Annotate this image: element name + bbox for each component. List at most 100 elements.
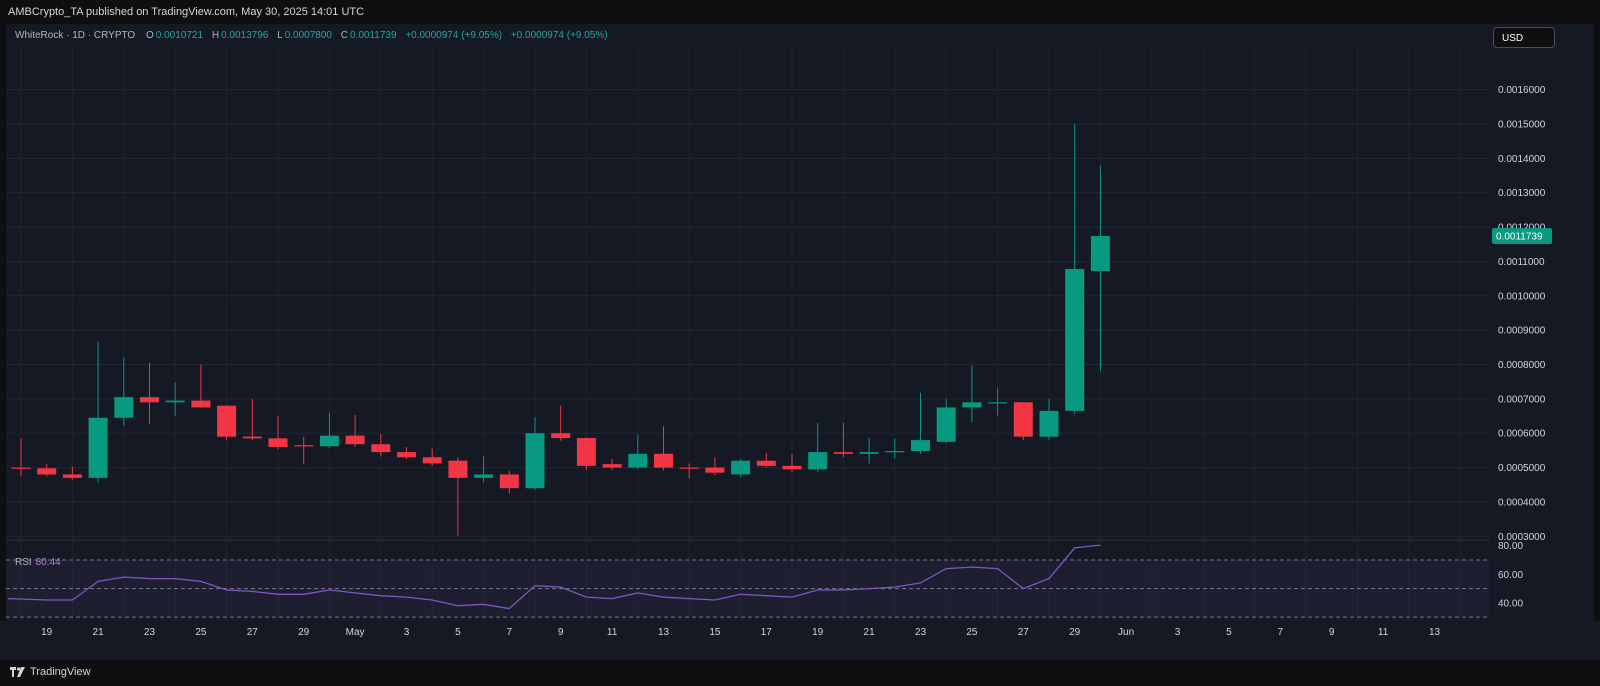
x-tick-label: 11 [1378,627,1389,638]
candle-down [1013,402,1033,437]
time-axis-bg [0,621,1600,660]
y-tick-label: 0.0013000 [1498,188,1546,199]
candle-down [499,474,519,489]
x-tick-label: 21 [93,627,105,638]
candle-up [114,397,134,418]
x-tick-label: 9 [1329,627,1335,638]
change-value: +0.0000974 (+9.05%) [405,30,503,41]
x-tick-label: 27 [247,627,259,638]
y-tick-label: 0.0004000 [1498,497,1546,508]
candle-up [628,453,648,468]
candle-down [576,438,596,466]
y-tick-label: 0.0009000 [1498,326,1546,337]
y-tick-label: 0.0007000 [1498,394,1546,405]
price-grid [6,45,1594,620]
x-tick-label: 19 [812,627,824,638]
y-tick-label: 0.0016000 [1498,85,1546,96]
x-tick-label: 5 [455,627,461,638]
close-value: 0.0011739 [350,30,397,41]
x-tick-label: 3 [404,627,410,638]
open-label: O [146,30,154,41]
candles [11,124,1110,536]
footer: TradingView [0,660,1600,686]
x-tick-label: 5 [1226,627,1232,638]
candle-down [782,465,802,470]
x-tick-label: 29 [1069,627,1081,638]
rsi-tick-label: 80.00 [1498,541,1523,552]
brand-name: TradingView [30,666,91,678]
candle-down [705,467,725,473]
x-tick-label: May [346,627,365,638]
x-tick-label: 27 [1018,627,1030,638]
candle-down [679,467,699,469]
x-tick-label: 13 [1429,627,1441,638]
price-tag-label: 0.0011739 [1496,232,1543,243]
candle-up [319,435,339,447]
candle-up [808,452,828,470]
y-tick-label: 0.0003000 [1498,532,1546,543]
symbol-title[interactable]: WhiteRock · 1D · CRYPTO [15,30,136,41]
candle-down [37,468,57,475]
tradingview-icon [10,667,25,677]
candle-up [165,400,185,403]
rsi-tick-label: 40.00 [1498,598,1523,609]
candle-down [422,457,442,464]
candle-up [962,402,982,408]
price-tag-bg [1492,228,1552,245]
rsi-pane: 40.00 60.00 80.00 [6,541,1523,618]
candle-down [833,452,853,454]
candle-up [1065,268,1085,411]
x-tick-label: 7 [507,627,513,638]
x-tick-label: 17 [761,627,773,638]
candle-up [859,452,879,454]
x-tick-label: 3 [1175,627,1181,638]
chart-legend: WhiteRock · 1D · CRYPTO O 0.0010721 H 0.00… [15,30,610,41]
time-axis: 19 21 23 25 27 29 May 3 5 7 9 11 13 15 17 19 21 23 25 27 29 J… [0,621,1600,660]
chart-panel[interactable] [6,24,1594,660]
currency-button[interactable]: USD [1493,27,1555,48]
x-tick-label: 19 [41,627,53,638]
candle-down [756,460,776,466]
candle-down [217,405,237,437]
x-tick-label: 11 [607,627,618,638]
candle-up [474,474,494,478]
candle-down [294,445,314,447]
candle-down [11,467,31,469]
candle-down [140,397,159,403]
candle-down [371,444,391,453]
candle-up [885,451,905,453]
y-tick-label: 0.0010000 [1498,291,1546,302]
x-tick-label: 29 [298,627,310,638]
candle-down [448,460,468,478]
last-price-tag: 0.0011739 [1492,228,1552,245]
low-value: 0.0007800 [284,30,332,41]
rsi-value: 80.44 [35,557,61,568]
x-tick-label: 25 [966,627,978,638]
x-tick-label: 9 [558,627,564,638]
y-tick-label: 0.0005000 [1498,463,1546,474]
candle-down [268,438,288,447]
candle-down [62,474,82,478]
rsi-label[interactable]: RSI [15,557,32,568]
candle-down [242,436,262,439]
x-tick-label: 7 [1278,627,1284,638]
tradingview-logo[interactable]: TradingView [10,666,91,678]
high-value: 0.0013796 [221,30,269,41]
rsi-tick-label: 60.00 [1498,570,1523,581]
candle-down [654,453,673,468]
y-tick-label: 0.0008000 [1498,360,1546,371]
open-value: 0.0010721 [155,30,204,41]
candle-down [551,433,571,439]
y-tick-label: 0.0006000 [1498,429,1546,440]
candle-up [731,460,751,475]
price-axis: 0.0003000 0.0004000 0.0005000 0.0006000 0.00… [1490,24,1594,660]
x-tick-label: 23 [915,627,927,638]
published-info: AMBCrypto_TA published on TradingView.co… [8,6,365,18]
y-tick-label: 0.0011000 [1498,257,1545,268]
candle-down [602,464,622,468]
x-tick-label: 21 [864,627,876,638]
x-tick-label: 13 [658,627,670,638]
price-axis-bg [1490,24,1594,660]
candle-up [1039,410,1059,437]
